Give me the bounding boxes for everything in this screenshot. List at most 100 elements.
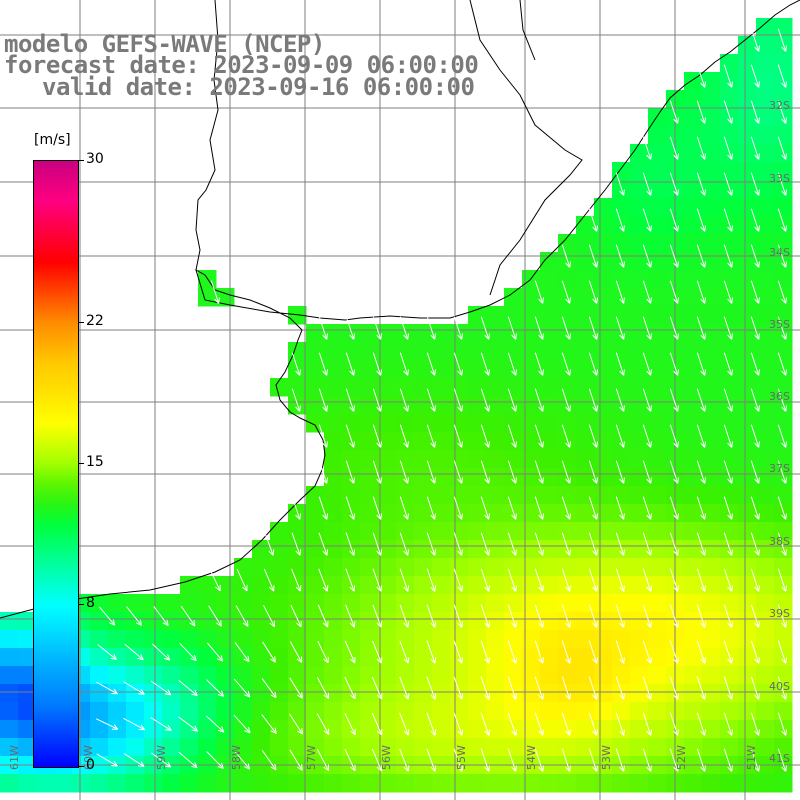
wind-speed-cell bbox=[540, 666, 559, 685]
wind-speed-cell bbox=[468, 522, 487, 541]
wind-speed-cell bbox=[486, 576, 505, 595]
wind-speed-cell bbox=[360, 702, 379, 721]
wind-arrow bbox=[723, 568, 733, 592]
wind-arrow bbox=[696, 64, 706, 88]
wind-arrow bbox=[453, 640, 464, 664]
wind-arrow bbox=[696, 712, 706, 736]
wind-speed-cell bbox=[144, 612, 163, 631]
wind-speed-cell bbox=[702, 666, 721, 685]
wind-speed-cell bbox=[360, 738, 379, 757]
wind-speed-cell bbox=[504, 378, 523, 397]
wind-speed-cell bbox=[522, 540, 541, 559]
wind-speed-cell bbox=[522, 774, 541, 793]
wind-speed-cell bbox=[684, 648, 703, 667]
wind-speed-cell bbox=[0, 630, 19, 649]
wind-speed-cell bbox=[468, 702, 487, 721]
wind-speed-cell bbox=[108, 738, 127, 757]
wind-arrow bbox=[750, 568, 760, 592]
wind-speed-cell bbox=[270, 666, 289, 685]
wind-speed-cell bbox=[738, 522, 757, 541]
longitude-label: 55W bbox=[455, 745, 468, 770]
wind-speed-cell bbox=[738, 36, 757, 55]
wind-speed-cell bbox=[774, 126, 793, 145]
wind-speed-cell bbox=[594, 414, 613, 433]
wind-speed-cell bbox=[378, 702, 397, 721]
wind-speed-cell bbox=[306, 558, 325, 577]
wind-arrow bbox=[534, 460, 544, 484]
wind-arrow bbox=[750, 532, 760, 556]
wind-speed-cell bbox=[630, 468, 649, 487]
wind-arrow bbox=[615, 748, 625, 772]
wind-speed-cell bbox=[396, 738, 415, 757]
wind-speed-cell bbox=[18, 612, 37, 631]
wind-speed-cell bbox=[630, 198, 649, 217]
wind-speed-cell bbox=[720, 270, 739, 289]
wind-speed-cell bbox=[684, 612, 703, 631]
wind-arrow bbox=[507, 676, 518, 700]
wind-speed-cell bbox=[756, 108, 775, 127]
wind-speed-cell bbox=[702, 216, 721, 235]
wind-speed-cell bbox=[486, 468, 505, 487]
wind-speed-cell bbox=[720, 450, 739, 469]
wind-speed-cell bbox=[630, 396, 649, 415]
wind-speed-cell bbox=[720, 738, 739, 757]
colorbar-tick-mark bbox=[78, 321, 84, 323]
wind-speed-cell bbox=[18, 720, 37, 739]
wind-speed-cell bbox=[180, 666, 199, 685]
wind-speed-cell bbox=[126, 720, 145, 739]
wind-speed-cell bbox=[648, 288, 667, 307]
wind-arrow bbox=[262, 641, 276, 663]
wind-speed-cell bbox=[486, 522, 505, 541]
wind-speed-cell bbox=[594, 648, 613, 667]
wind-speed-cell bbox=[198, 774, 217, 793]
wind-speed-cell bbox=[360, 378, 379, 397]
wind-speed-cell bbox=[468, 738, 487, 757]
wind-arrow bbox=[234, 642, 250, 663]
wind-arrow bbox=[777, 100, 787, 124]
wind-speed-cell bbox=[360, 720, 379, 739]
wind-speed-cell bbox=[540, 774, 559, 793]
wind-speed-cell bbox=[468, 396, 487, 415]
wind-speed-cell bbox=[702, 396, 721, 415]
wind-arrow bbox=[318, 532, 329, 556]
wind-speed-cell bbox=[702, 468, 721, 487]
wind-speed-cell bbox=[378, 450, 397, 469]
wind-speed-cell bbox=[630, 324, 649, 343]
wind-speed-cell bbox=[738, 54, 757, 73]
wind-speed-cell bbox=[540, 558, 559, 577]
wind-speed-cell bbox=[594, 432, 613, 451]
wind-speed-cell bbox=[378, 738, 397, 757]
wind-speed-cell bbox=[684, 306, 703, 325]
wind-speed-cell bbox=[360, 684, 379, 703]
wind-speed-cell bbox=[684, 414, 703, 433]
wind-speed-cell bbox=[702, 360, 721, 379]
wind-speed-cell bbox=[702, 648, 721, 667]
wind-speed-cell bbox=[738, 432, 757, 451]
wind-speed-cell bbox=[630, 180, 649, 199]
wind-speed-cell bbox=[180, 630, 199, 649]
border-line bbox=[469, 0, 583, 296]
wind-speed-cell bbox=[486, 666, 505, 685]
wind-speed-cell bbox=[774, 666, 793, 685]
wind-speed-cell bbox=[756, 306, 775, 325]
wind-speed-cell bbox=[234, 774, 253, 793]
wind-speed-cell bbox=[342, 702, 361, 721]
wind-speed-cell bbox=[342, 666, 361, 685]
wind-speed-cell bbox=[144, 774, 163, 793]
wind-speed-cell bbox=[342, 450, 361, 469]
wind-speed-cell bbox=[324, 468, 343, 487]
wind-speed-cell bbox=[180, 684, 199, 703]
wind-speed-cell bbox=[360, 468, 379, 487]
wind-speed-cell bbox=[342, 594, 361, 613]
wind-speed-cell bbox=[594, 558, 613, 577]
wind-speed-cell bbox=[144, 738, 163, 757]
wind-speed-cell bbox=[468, 558, 487, 577]
wind-speed-cell bbox=[702, 180, 721, 199]
wind-speed-cell bbox=[450, 378, 469, 397]
wind-arrow bbox=[507, 568, 517, 592]
wind-arrow bbox=[777, 28, 787, 52]
wind-speed-cell bbox=[486, 378, 505, 397]
wind-speed-cell bbox=[324, 684, 343, 703]
wind-speed-cell bbox=[774, 270, 793, 289]
wind-speed-cell bbox=[432, 666, 451, 685]
